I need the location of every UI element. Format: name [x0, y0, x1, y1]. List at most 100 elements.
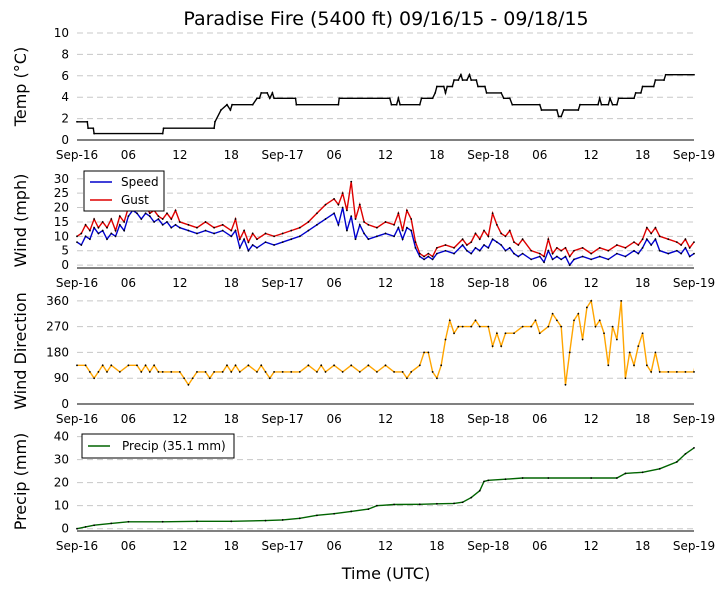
- x-tick-label: 12: [584, 412, 599, 426]
- data-point: [517, 244, 520, 246]
- y-tick-label: 20: [54, 476, 69, 490]
- data-point: [538, 103, 541, 106]
- x-tick-label: 18: [224, 148, 239, 162]
- data-point: [684, 371, 687, 373]
- series-line-3-1: [77, 299, 694, 387]
- data-point: [500, 92, 503, 94]
- data-point: [307, 229, 310, 232]
- data-point: [397, 97, 400, 100]
- data-point: [675, 241, 678, 243]
- data-point: [161, 132, 164, 135]
- data-point: [76, 364, 78, 367]
- data-point: [423, 351, 425, 354]
- data-point: [436, 377, 438, 380]
- data-point: [478, 238, 481, 241]
- data-point: [645, 238, 648, 241]
- data-point: [581, 246, 584, 249]
- data-point: [367, 223, 370, 226]
- data-point: [153, 364, 156, 367]
- data-point: [641, 238, 644, 241]
- data-point: [607, 364, 610, 367]
- data-point: [504, 249, 507, 252]
- x-tick-label: 06: [532, 148, 547, 162]
- data-point: [174, 209, 177, 212]
- data-point: [637, 252, 640, 255]
- data-point: [93, 524, 96, 527]
- legend: Speed Gust: [83, 170, 165, 212]
- legend-label: Gust: [121, 193, 149, 207]
- x-tick-label: 06: [326, 412, 341, 426]
- data-point: [178, 226, 181, 229]
- data-point: [346, 229, 348, 232]
- data-point: [667, 252, 670, 255]
- data-point: [264, 241, 267, 243]
- data-point: [487, 479, 490, 482]
- data-point: [221, 223, 224, 226]
- x-tick-label: Sep-19: [673, 539, 715, 553]
- legend-box: [83, 170, 165, 212]
- data-point: [478, 489, 481, 492]
- data-point: [641, 332, 644, 335]
- data-point: [598, 246, 601, 249]
- data-point: [474, 232, 477, 235]
- data-point: [93, 132, 96, 135]
- data-point: [633, 97, 635, 100]
- data-point: [427, 351, 430, 354]
- data-point: [144, 212, 147, 215]
- data-point: [611, 103, 614, 106]
- data-point: [598, 255, 601, 258]
- data-point: [607, 258, 610, 261]
- data-point: [264, 232, 267, 235]
- data-point: [333, 512, 335, 515]
- data-point: [650, 232, 653, 235]
- data-point: [543, 261, 545, 264]
- data-point: [609, 97, 611, 100]
- data-point: [590, 258, 593, 261]
- data-point: [470, 241, 473, 243]
- data-point: [384, 364, 387, 367]
- data-point: [436, 85, 438, 88]
- data-point: [290, 371, 293, 373]
- data-point: [136, 364, 138, 367]
- data-point: [466, 79, 468, 81]
- data-point: [170, 226, 173, 229]
- data-point: [363, 221, 365, 223]
- data-point: [538, 252, 541, 255]
- data-point: [530, 249, 533, 252]
- y-tick-label: 0: [61, 522, 69, 536]
- y-tick-label: 10: [54, 499, 69, 513]
- data-point: [213, 371, 216, 373]
- x-tick-label: 06: [121, 412, 136, 426]
- data-point: [127, 215, 130, 218]
- data-point: [641, 471, 644, 474]
- y-tick-label: 10: [54, 26, 69, 40]
- data-point: [551, 312, 554, 315]
- data-point: [273, 244, 275, 246]
- data-point: [504, 332, 507, 335]
- data-point: [187, 229, 190, 232]
- data-point: [123, 221, 126, 223]
- data-point: [367, 364, 370, 367]
- y-tick-label: 30: [54, 453, 69, 467]
- data-point: [444, 92, 447, 94]
- data-point: [298, 517, 301, 520]
- y-tick-label: 2: [61, 112, 69, 126]
- data-point: [84, 525, 87, 528]
- data-point: [268, 97, 271, 100]
- data-point: [483, 480, 485, 483]
- data-point: [418, 252, 421, 255]
- data-point: [196, 226, 198, 229]
- data-point: [271, 92, 274, 94]
- data-point: [324, 218, 327, 220]
- data-point: [281, 241, 284, 243]
- data-point: [196, 520, 198, 523]
- data-point: [444, 244, 447, 246]
- data-point: [316, 223, 318, 226]
- data-point: [431, 97, 434, 100]
- data-point: [118, 215, 121, 218]
- data-point: [615, 244, 618, 246]
- panel-4: 0 10 20 30 40 Sep-16 06 12 18 Sep-17 06 12 18 Sep-18 0…: [11, 430, 715, 553]
- data-point: [551, 258, 554, 261]
- data-point: [174, 223, 177, 226]
- data-point: [93, 226, 96, 229]
